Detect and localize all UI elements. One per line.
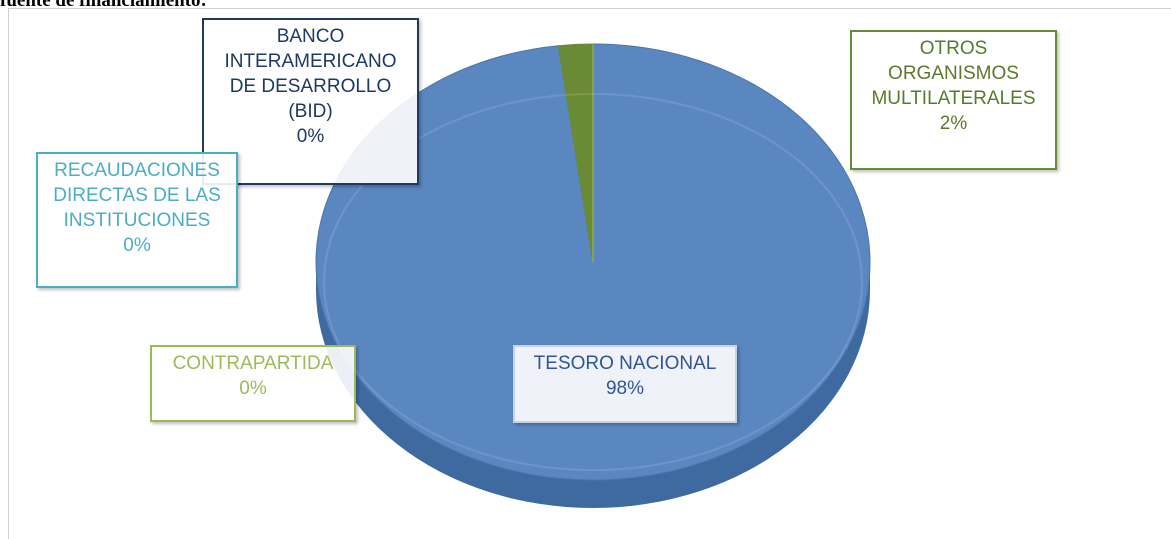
data-label: CONTRAPARTIDA 0% <box>150 345 356 422</box>
data-label: BANCO INTERAMERICANO DE DESARROLLO (BID)… <box>202 18 419 185</box>
label-name: RECAUDACIONES DIRECTAS DE LAS INSTITUCIO… <box>53 160 221 231</box>
label-value: 0% <box>296 126 325 147</box>
chart-area <box>8 8 1171 539</box>
data-label: TESORO NACIONAL 98% <box>513 345 737 423</box>
data-label: OTROS ORGANISMOS MULTILATERALES 2% <box>850 30 1057 170</box>
label-value: 0% <box>123 235 151 256</box>
label-name: CONTRAPARTIDA <box>172 353 334 374</box>
label-name: BANCO INTERAMERICANO DE DESARROLLO (BID) <box>224 26 397 122</box>
label-value: 0% <box>239 378 267 399</box>
label-name: TESORO NACIONAL <box>533 353 717 374</box>
label-value: 2% <box>939 113 968 134</box>
chart-title: fuente de financiamiento: <box>0 0 207 11</box>
label-name: OTROS ORGANISMOS MULTILATERALES <box>871 38 1036 109</box>
label-value: 98% <box>605 378 645 399</box>
data-label: RECAUDACIONES DIRECTAS DE LAS INSTITUCIO… <box>36 152 238 288</box>
pie-sheen <box>323 93 863 471</box>
